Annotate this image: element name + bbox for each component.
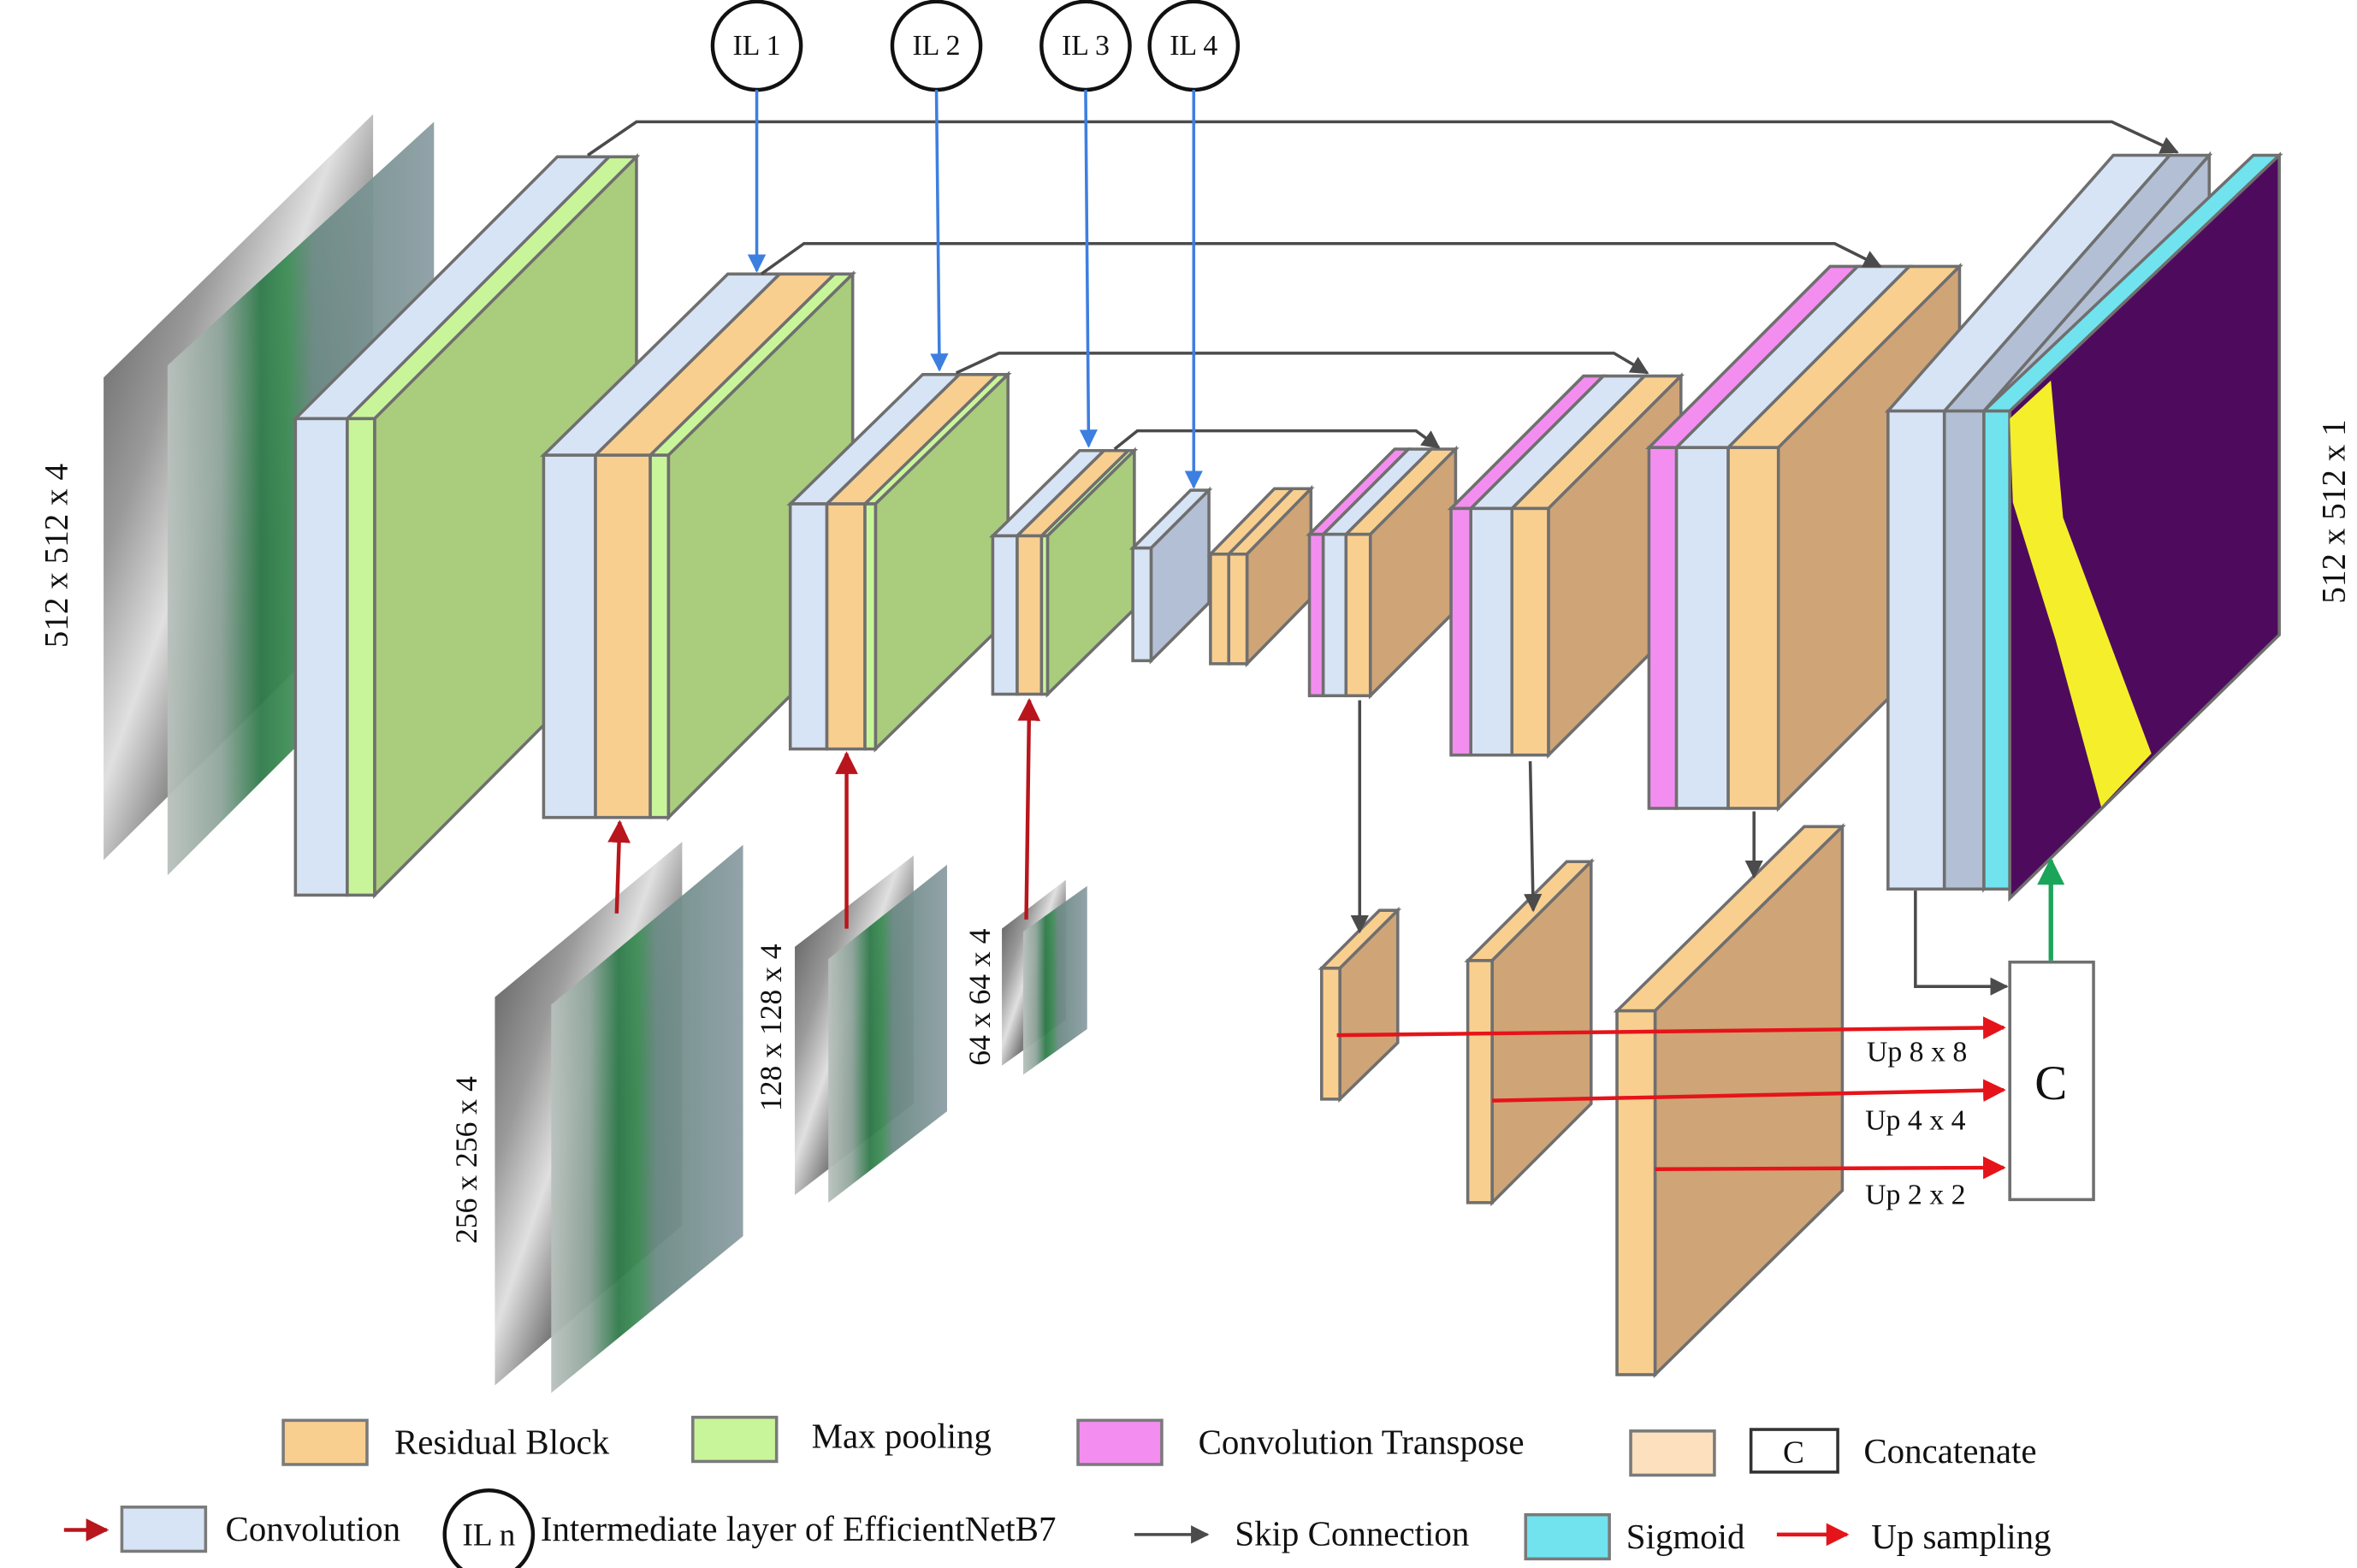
input-image-128 bbox=[795, 855, 947, 1203]
legend-skip-connection: Skip Connection bbox=[1134, 1514, 1469, 1553]
scale-64-label: 64 x 64 x 4 bbox=[962, 928, 997, 1065]
bottleneck-block bbox=[1128, 486, 1213, 665]
legend-sigmoid: Sigmoid bbox=[1524, 1512, 1745, 1561]
skip-connection-3 bbox=[955, 352, 1649, 375]
intermediate-layer-2: IL 2 bbox=[890, 0, 983, 372]
up4-arrow bbox=[1492, 1079, 2006, 1103]
up2-arrow bbox=[1655, 1156, 2006, 1180]
skip-connection-1 bbox=[587, 120, 2179, 157]
decoder-to-concat bbox=[1914, 891, 2009, 996]
svg-text:IL 2: IL 2 bbox=[913, 30, 961, 62]
input-arrows bbox=[607, 697, 1041, 929]
skip-connections bbox=[587, 120, 2179, 996]
svg-text:Sigmoid: Sigmoid bbox=[1626, 1518, 1745, 1556]
legend-up-sampling: Up sampling bbox=[1776, 1518, 2052, 1556]
side-skip-2 bbox=[1524, 760, 1543, 913]
svg-text:IL 4: IL 4 bbox=[1170, 30, 1217, 62]
svg-text:Max pooling: Max pooling bbox=[812, 1417, 992, 1455]
svg-text:Convolution: Convolution bbox=[225, 1510, 400, 1548]
svg-text:Convolution Transpose: Convolution Transpose bbox=[1199, 1423, 1525, 1462]
svg-text:IL 3: IL 3 bbox=[1062, 30, 1110, 62]
legend-residual-block: Residual Block bbox=[281, 1418, 610, 1466]
scale-256-label: 256 x 256 x 4 bbox=[449, 1076, 483, 1244]
svg-text:Intermediate layer of Efficien: Intermediate layer of EfficientNetB7 bbox=[541, 1510, 1057, 1548]
output-dimension-label: 512 x 512 x 1 bbox=[2316, 419, 2353, 603]
svg-text:IL 1: IL 1 bbox=[733, 30, 781, 62]
svg-text:Concatenate: Concatenate bbox=[1863, 1432, 2036, 1470]
output-sigmoid-block bbox=[1980, 153, 2283, 891]
svg-text:Skip Connection: Skip Connection bbox=[1235, 1514, 1469, 1553]
encoder-block-4 bbox=[989, 447, 1139, 698]
side-block-small bbox=[1318, 906, 1402, 1104]
residual-block-middle bbox=[1206, 484, 1315, 668]
encoder-block-1 bbox=[292, 153, 641, 899]
up2-label: Up 2 x 2 bbox=[1865, 1180, 1965, 1211]
decoder-block-2 bbox=[1447, 372, 1685, 759]
legend-conv-transpose: Convolution Transpose bbox=[1076, 1418, 1525, 1466]
svg-text:IL n: IL n bbox=[462, 1518, 515, 1553]
legend-convolution: Convolution bbox=[63, 1506, 400, 1553]
legend: Residual Block Max pooling Convolution T… bbox=[63, 1416, 2052, 1568]
legend-concatenate: C Concatenate bbox=[1629, 1428, 2037, 1477]
intermediate-layer-3: IL 3 bbox=[1039, 0, 1132, 448]
concatenate-box: C bbox=[2008, 960, 2095, 1202]
up8-arrow bbox=[1336, 1016, 2006, 1039]
output-segmentation-mask bbox=[2008, 151, 2281, 902]
side-block-large bbox=[1613, 823, 1846, 1379]
legend-max-pooling: Max pooling bbox=[691, 1416, 992, 1464]
input-image-64 bbox=[1002, 879, 1087, 1075]
svg-text:Up sampling: Up sampling bbox=[1871, 1518, 2051, 1556]
up4-label: Up 4 x 4 bbox=[1865, 1104, 1965, 1136]
scale-128-label: 128 x 128 x 4 bbox=[754, 944, 788, 1111]
intermediate-layer-4: IL 4 bbox=[1147, 0, 1241, 489]
svg-text:C: C bbox=[1783, 1435, 1804, 1470]
upsampling-arrows bbox=[1336, 1016, 2006, 1180]
legend-intermediate-layer: IL n Intermediate layer of EfficientNetB… bbox=[442, 1488, 1057, 1568]
intermediate-layer-1: IL 1 bbox=[710, 0, 803, 273]
encoder-block-2 bbox=[540, 270, 857, 821]
input-image-256 bbox=[494, 842, 743, 1393]
decoder-block-1 bbox=[1306, 445, 1460, 700]
skip-connection-4 bbox=[1113, 429, 1441, 451]
skip-connection-2 bbox=[760, 241, 1882, 275]
svg-text:Residual Block: Residual Block bbox=[394, 1423, 610, 1462]
up8-label: Up 8 x 8 bbox=[1867, 1036, 1967, 1068]
input-dimension-label: 512 x 512 x 4 bbox=[38, 464, 74, 648]
concatenate-symbol: C bbox=[2034, 1056, 2067, 1110]
